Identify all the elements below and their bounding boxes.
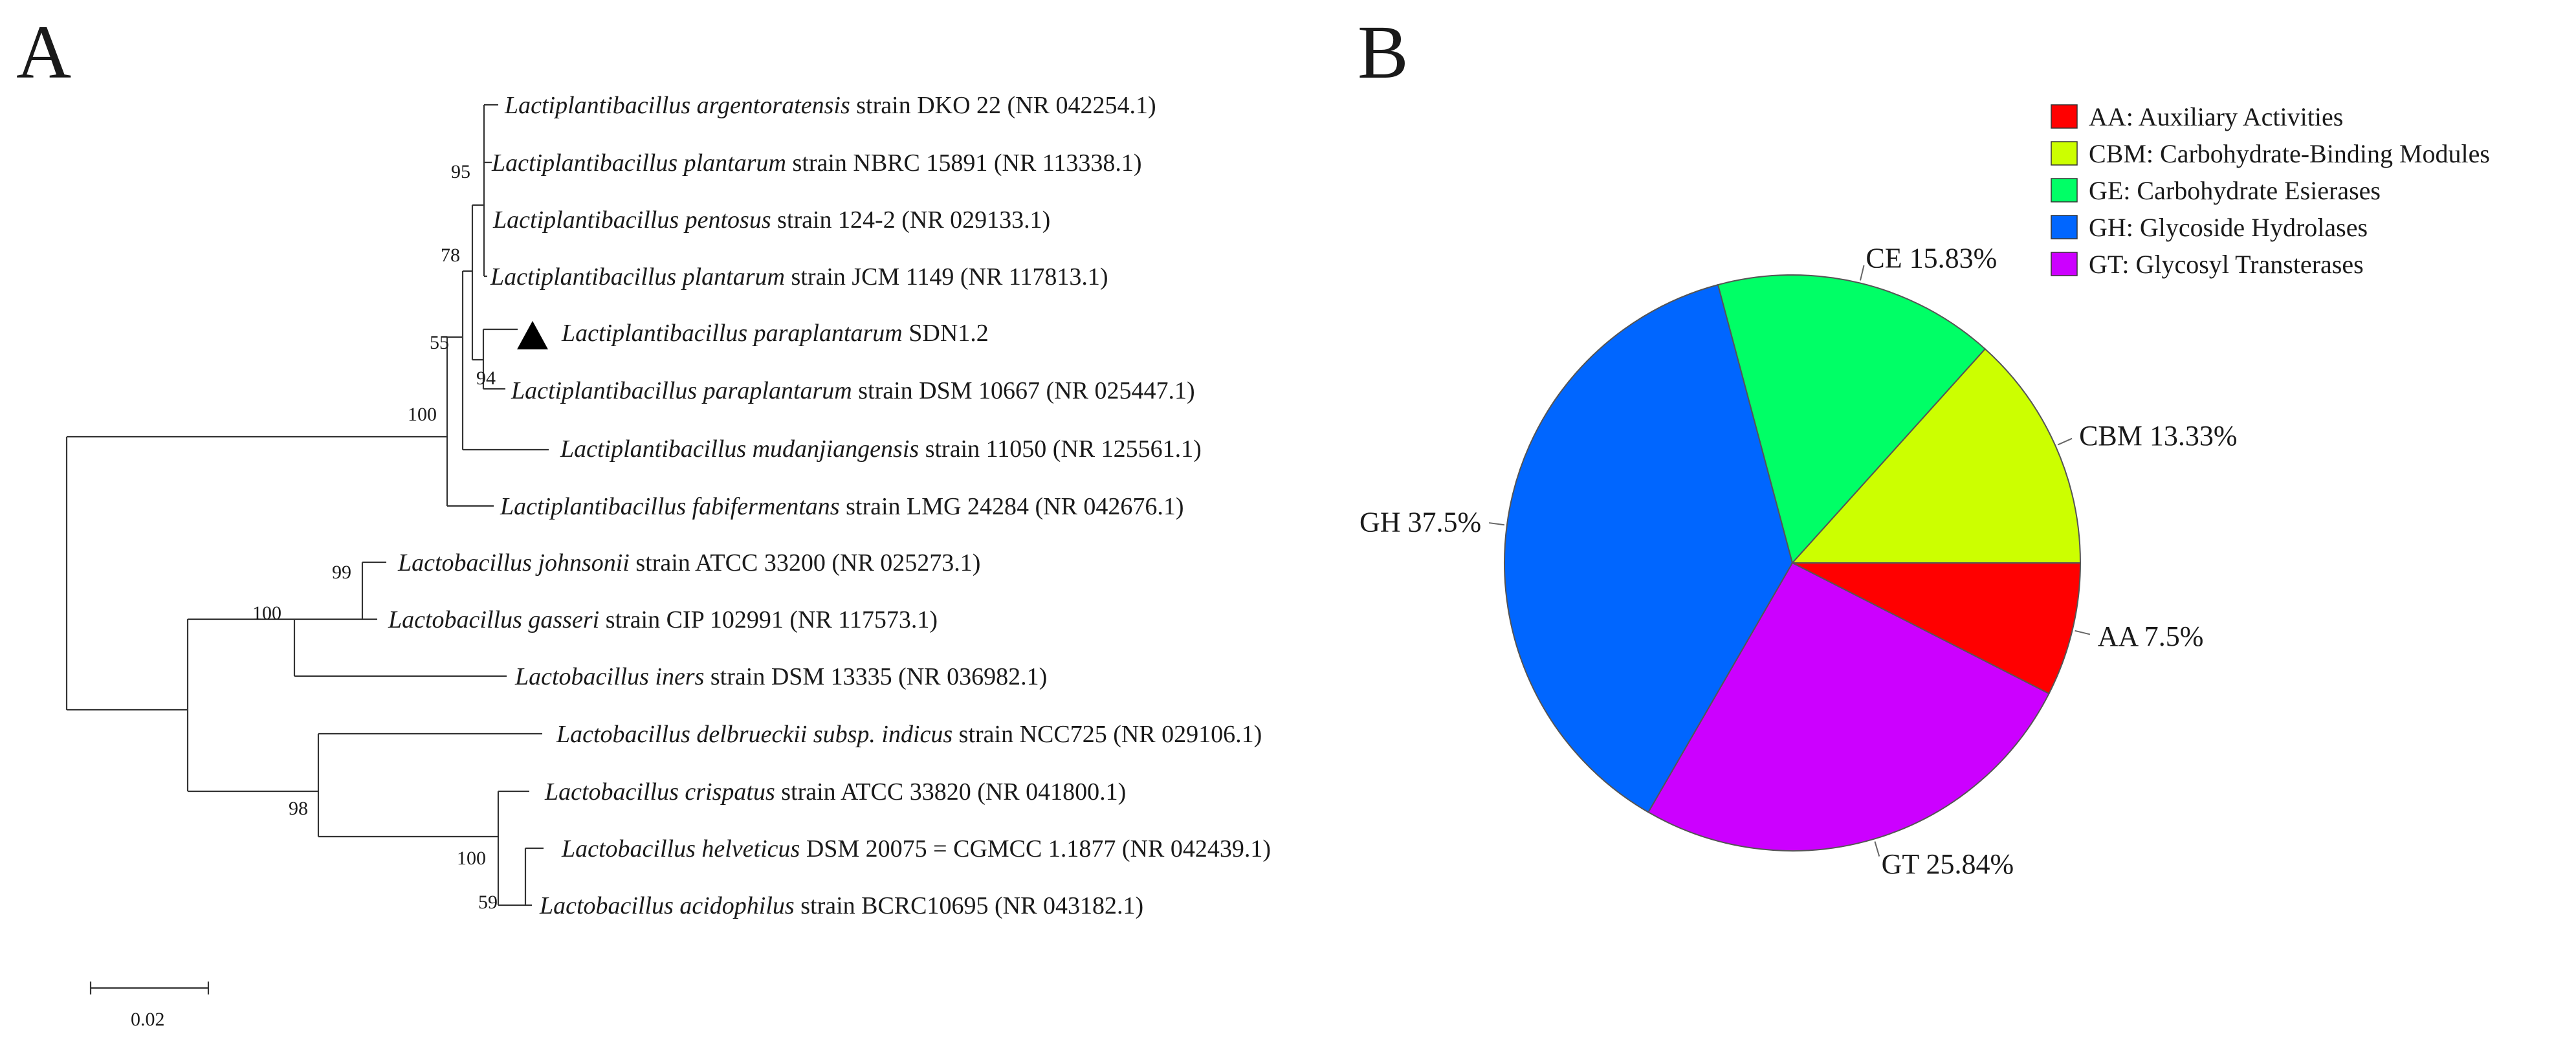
legend-label-ce: GE: Carbohydrate Esierases <box>2089 176 2381 205</box>
pie-slice-cbm <box>1790 347 2082 564</box>
scale-bar: 0.02 <box>89 982 210 1030</box>
pie-chart <box>1504 274 2082 851</box>
taxon-label: Lactiplantibacillus paraplantarum SDN1.2 <box>561 320 989 347</box>
bootstrap-value: 100 <box>408 404 437 425</box>
pie-slice-label-aa: AA 7.5% <box>2098 620 2204 652</box>
query-strain-triangle-icon <box>517 321 548 349</box>
taxon-label: Lactiplantibacillus plantarum strain NBR… <box>491 149 1142 177</box>
legend-swatch-aa <box>2051 104 2078 129</box>
legend-swatch-gt <box>2051 252 2078 276</box>
taxon-label: Lactobacillus crispatus strain ATCC 3382… <box>544 778 1126 806</box>
pie-leader-line <box>1874 841 1880 857</box>
taxon-labels: Lactiplantibacillus argentoratensis stra… <box>388 92 1271 919</box>
pie-leader-line <box>2075 630 2091 635</box>
taxon-label: Lactiplantibacillus paraplantarum strain… <box>511 377 1195 404</box>
bootstrap-value: 100 <box>252 602 281 624</box>
pie-slice-label-cbm: CBM 13.33% <box>2079 420 2237 452</box>
pie-slice-labels: AA 7.5% GT 25.84% GH 37.5% CE 15.83% CBM 13.… <box>1360 242 2238 880</box>
pie-slice-label-gh: GH 37.5% <box>1360 506 1481 538</box>
scale-bar-label: 0.02 <box>131 1009 165 1030</box>
taxon-label: Lactobacillus gasseri strain CIP 102991 … <box>388 606 938 633</box>
bootstrap-value: 94 <box>476 368 496 389</box>
taxon-label: Lactobacillus delbrueckii subsp. indicus… <box>556 721 1262 748</box>
legend-label-gt: GT: Glycosyl Transterases <box>2089 250 2364 279</box>
taxon-label: Lactiplantibacillus argentoratensis stra… <box>504 92 1156 119</box>
pie-slice-ce <box>1717 274 1987 565</box>
taxon-label: Lactobacillus acidophilus strain BCRC106… <box>539 892 1143 919</box>
taxon-label: Lactobacillus iners strain DSM 13335 (NR… <box>514 663 1047 690</box>
pie-leader-line <box>1488 522 1504 526</box>
pie-slice-gh <box>1504 283 1794 813</box>
bootstrap-value: 99 <box>332 562 351 583</box>
pie-leader-line <box>1859 265 1865 281</box>
tree-branches <box>65 104 549 906</box>
scale-bar-line <box>89 982 210 994</box>
legend-label-cbm: CBM: Carbohydrate-Binding Modules <box>2089 139 2490 168</box>
legend-swatch-cbm <box>2051 141 2078 166</box>
taxon-label: Lactobacillus helveticus DSM 20075 = CGM… <box>561 835 1271 862</box>
bootstrap-value: 55 <box>430 332 449 353</box>
taxon-label: Lactiplantibacillus plantarum strain JCM… <box>490 263 1108 291</box>
bootstrap-value: 100 <box>457 848 486 869</box>
bootstrap-value: 78 <box>441 245 460 266</box>
legend: AA: Auxiliary Activities CBM: Carbohydra… <box>2051 102 2490 279</box>
bootstrap-value: 98 <box>289 798 308 819</box>
panel-a-label: A <box>16 10 71 94</box>
legend-label-gh: GH: Glycoside Hydrolases <box>2089 213 2368 242</box>
legend-swatch-gh <box>2051 215 2078 239</box>
pie-slice-aa <box>1792 562 2082 695</box>
taxon-label: Lactiplantibacillus mudanjiangensis stra… <box>560 435 1202 463</box>
phylogenetic-tree <box>65 104 549 906</box>
panel-b-label: B <box>1358 10 1409 94</box>
bootstrap-value: 95 <box>451 161 470 182</box>
taxon-label: Lactiplantibacillus pentosus strain 124-… <box>492 206 1050 234</box>
bootstrap-value: 59 <box>478 892 498 913</box>
pie-slice-gt <box>1647 562 2050 851</box>
pie-slice-label-ce: CE 15.83% <box>1866 242 1997 274</box>
legend-swatch-ce <box>2051 178 2078 203</box>
pie-slice-label-gt: GT 25.84% <box>1882 848 2014 880</box>
taxon-label: Lactobacillus johnsonii strain ATCC 3320… <box>397 549 980 576</box>
bootstrap-values: 95 78 55 94 100 99 100 98 100 59 <box>252 161 498 913</box>
legend-label-aa: AA: Auxiliary Activities <box>2089 102 2343 131</box>
pie-leader-line <box>2057 437 2073 446</box>
taxon-label: Lactiplantibacillus fabifermentans strai… <box>500 493 1184 520</box>
